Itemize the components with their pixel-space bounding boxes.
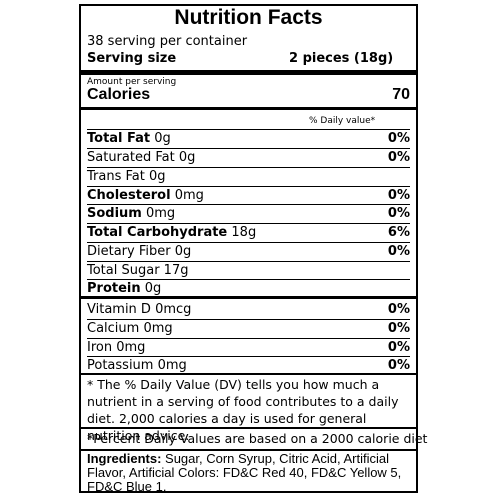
nutrient-name: Protein: [87, 281, 141, 296]
nutrient-divider: [87, 242, 410, 243]
daily-value-footnote: * The % Daily Value (DV) tells you how m…: [87, 377, 399, 443]
nutrient-amount: Saturated Fat 0g: [87, 150, 196, 165]
servings-per-container: 38 serving per container: [87, 34, 248, 49]
thick-divider-vitamins: [81, 296, 416, 299]
nutrient-divider: [87, 204, 410, 205]
nutrient-row-label: Total Sugar 17g: [87, 263, 188, 278]
label-title: Nutrition Facts: [174, 6, 323, 29]
ingredients-label: Ingredients:: [87, 451, 162, 466]
nutrient-daily-value: 0%: [387, 244, 410, 259]
nutrient-daily-value: 0%: [387, 131, 410, 146]
divider-ingredients: [81, 449, 416, 451]
nutrient-divider: [87, 279, 410, 280]
nutrient-daily-value: 0%: [387, 206, 410, 221]
serving-size-label: Serving size: [87, 51, 177, 66]
nutrient-name: Total Carbohydrate: [87, 225, 228, 240]
nutrient-divider: [87, 261, 410, 262]
vitamin-label: Calcium 0mg: [87, 321, 173, 336]
nutrient-row-label: Sodium 0mg: [87, 206, 175, 221]
nutrient-amount: Total Sugar 17g: [87, 263, 189, 278]
nutrient-amount: Dietary Fiber 0g: [87, 244, 192, 259]
nutrient-amount: 0mg: [141, 206, 176, 221]
thick-divider-calories: [81, 107, 416, 110]
ingredients-text: Sugar, Corn Syrup, Citric Acid, Artifici…: [87, 451, 402, 494]
vitamin-label: Potassium 0mg: [87, 358, 187, 373]
nutrient-divider: [87, 129, 410, 130]
amount-per-serving: Amount per serving: [87, 77, 177, 87]
nutrient-row-label: Dietary Fiber 0g: [87, 244, 191, 259]
nutrient-amount: Trans Fat 0g: [87, 169, 166, 184]
nutrient-name: Sodium: [87, 206, 142, 221]
divider-footnote: [81, 373, 416, 375]
nutrient-divider: [87, 223, 410, 224]
nutrient-amount: 0mg: [170, 188, 204, 203]
ingredients: Ingredients: Sugar, Corn Syrup, Citric A…: [87, 452, 410, 494]
nutrient-amount: 0g: [140, 281, 162, 296]
divider-percent-note: [81, 427, 416, 429]
vitamin-label: Vitamin D 0mcg: [87, 302, 192, 317]
daily-value-header: % Daily value*: [309, 116, 376, 126]
nutrient-row-label: Total Fat 0g: [87, 131, 171, 146]
nutrient-row-label: Protein 0g: [87, 281, 161, 296]
nutrient-row-label: Total Carbohydrate 18g: [87, 225, 256, 240]
nutrient-row-label: Trans Fat 0g: [87, 169, 166, 184]
vitamin-divider: [87, 356, 410, 357]
percent-daily-note: *Percent Daily Values are based on a 200…: [87, 431, 428, 446]
vitamin-label: Iron 0mg: [87, 340, 146, 355]
nutrient-row-label: Cholesterol 0mg: [87, 188, 204, 203]
nutrient-daily-value: 0%: [387, 150, 410, 165]
nutrient-divider: [87, 186, 410, 187]
vitamin-daily-value: 0%: [387, 358, 410, 373]
calories-value: 70: [392, 86, 410, 103]
nutrition-facts-label: Nutrition Facts 38 serving per container…: [79, 4, 427, 494]
vitamin-daily-value: 0%: [387, 321, 410, 336]
nutrient-divider: [87, 148, 410, 149]
nutrient-daily-value: 6%: [387, 225, 410, 240]
nutrient-name: Total Fat: [87, 131, 151, 146]
nutrient-row-label: Saturated Fat 0g: [87, 150, 195, 165]
vitamin-daily-value: 0%: [387, 340, 410, 355]
vitamin-divider: [87, 319, 410, 320]
thick-divider-top: [81, 70, 416, 75]
serving-size-value: 2 pieces (18g): [289, 51, 394, 66]
nutrient-amount: 0g: [150, 131, 171, 146]
nutrient-divider: [87, 167, 410, 168]
nutrient-daily-value: 0%: [387, 188, 410, 203]
vitamin-daily-value: 0%: [387, 302, 410, 317]
vitamin-divider: [87, 338, 410, 339]
nutrient-amount: 18g: [227, 225, 257, 240]
nutrient-name: Cholesterol: [87, 188, 171, 203]
calories-label: Calories: [87, 86, 151, 103]
